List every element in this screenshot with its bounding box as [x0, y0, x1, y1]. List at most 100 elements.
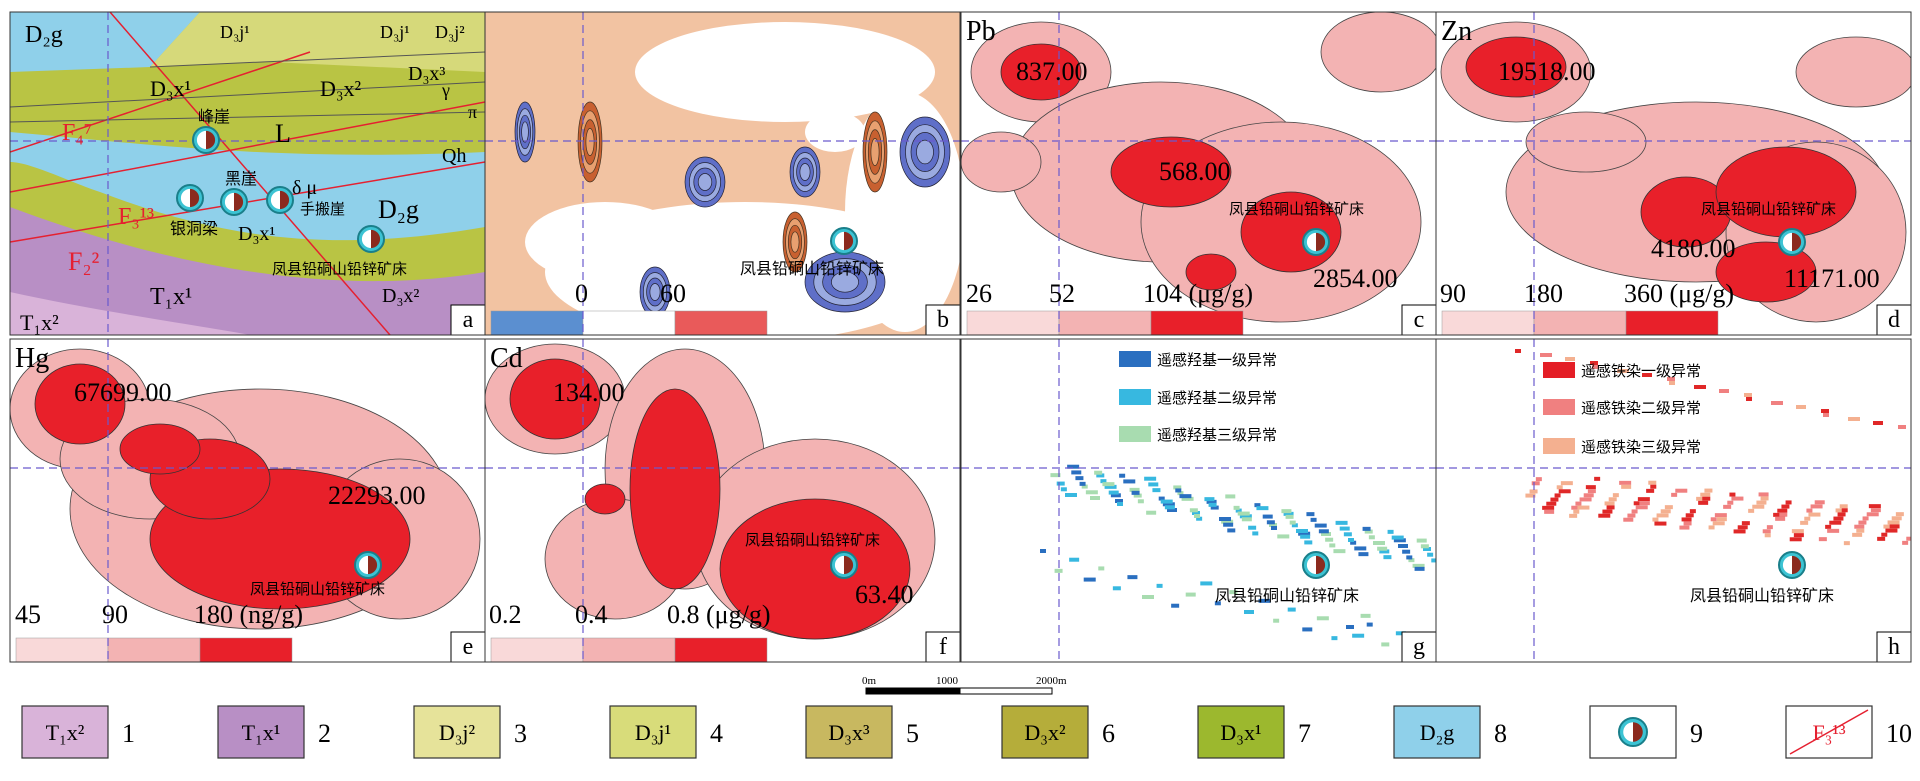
rs-anomaly-pixel — [1756, 500, 1767, 505]
rs-anomaly-pixel — [1137, 499, 1144, 504]
panel-body: 0 60 凤县铅硐山铅锌矿床 — [485, 12, 960, 335]
rs-anomaly-pixel — [1654, 521, 1667, 526]
scale-bar-segment — [582, 637, 676, 662]
map-label: 0.2 — [489, 600, 522, 629]
rs-anomaly-pixel — [1627, 513, 1636, 518]
rs-anomaly-pixel — [1339, 526, 1350, 531]
rs-anomaly-pixel — [1733, 529, 1746, 534]
rs-anomaly-pixel — [1565, 357, 1575, 361]
map-label: 26 — [966, 279, 992, 308]
unit-d3j — [150, 12, 485, 72]
rs-anomaly-pixel — [1621, 484, 1632, 489]
rs-anomaly-pixel — [1556, 485, 1563, 490]
scale-bar-segment — [1150, 310, 1244, 335]
mine-symbol-half — [368, 555, 378, 575]
rs-anomaly-pixel — [1318, 529, 1329, 534]
rs-anomaly-pixel — [1271, 526, 1277, 530]
rs-anomaly-pixel — [1085, 490, 1098, 495]
legend-box — [413, 705, 501, 759]
rs-anomaly-pixel — [1843, 541, 1850, 546]
rs-anomaly-pixel — [1525, 493, 1536, 498]
unit-d2g-top — [10, 12, 200, 72]
scale-bar-segment — [966, 310, 1060, 335]
map-label: 峰崖 — [198, 107, 230, 126]
rs-anomaly-pixel — [1160, 499, 1173, 504]
mine-symbol-left — [361, 229, 371, 249]
rs-anomaly-pixel — [1669, 381, 1675, 385]
rs-anomaly-pixel — [1148, 482, 1159, 487]
rs-anomaly-pixel — [1685, 513, 1694, 518]
anomaly-zone-1 — [119, 423, 201, 475]
rs-anomaly-pixel — [1592, 365, 1598, 369]
rs-anomaly-pixel — [1631, 509, 1638, 514]
legend-number: 7 — [1298, 719, 1311, 748]
rs-anomaly-pixel — [1269, 523, 1277, 527]
rs-anomaly-pixel — [1054, 568, 1063, 573]
mine-symbol-half — [844, 231, 854, 251]
rs-anomaly-pixel — [1571, 505, 1580, 510]
rs-anomaly-pixel — [1173, 485, 1182, 490]
mine-symbol-half — [1633, 722, 1643, 742]
legend-number: 1 — [122, 719, 135, 748]
rs-anomaly-pixel — [1100, 479, 1107, 484]
rs-anomaly-pixel — [1639, 501, 1650, 506]
mine-symbol-left — [1782, 555, 1792, 575]
rs-anomaly-pixel — [1090, 496, 1100, 500]
scale-bar-segment — [582, 310, 676, 335]
mine-symbol-half — [371, 229, 381, 249]
rs-anomaly-pixel — [1298, 531, 1311, 536]
rs-anomaly-pixel — [1366, 622, 1373, 627]
map-panel: Pb 837.00 568.00 凤县铅硐山铅锌矿床 2854.00 26 52 104 (μ… — [960, 11, 1437, 336]
mine-symbol-half — [1316, 232, 1326, 252]
rs-anomaly-pixel — [1239, 514, 1252, 519]
map-label: 104 (μg/g) — [1143, 279, 1253, 308]
anomaly-zone-2 — [1320, 12, 1436, 93]
rs-anomaly-pixel — [1806, 508, 1813, 513]
map-label: Zn — [1441, 16, 1472, 47]
map-label: F₃¹³ — [118, 204, 154, 230]
rs-anomaly-pixel — [1825, 524, 1832, 529]
scale-bar-segment — [15, 637, 109, 662]
rs-anomaly-pixel — [1823, 413, 1829, 417]
rs-anomaly-pixel — [1083, 577, 1096, 582]
legend-symbol: D₃x² — [1024, 720, 1066, 745]
rs-anomaly-pixel — [1060, 487, 1067, 492]
rs-anomaly-pixel — [1762, 529, 1771, 534]
legend-number: 8 — [1494, 719, 1507, 748]
rs-anomaly-pixel — [1350, 540, 1357, 545]
rs-anomaly-pixel — [1179, 494, 1192, 499]
rs-anomaly-pixel — [1194, 514, 1200, 518]
legend-box — [1393, 705, 1481, 759]
rs-anomaly-pixel — [1906, 536, 1911, 541]
rs-anomaly-pixel — [1612, 493, 1619, 498]
rs-anomaly-pixel — [1346, 625, 1354, 629]
map-label: 0.8 (μg/g) — [667, 600, 770, 629]
rs-anomaly-pixel — [1277, 534, 1290, 539]
mine-symbol-half — [206, 130, 216, 150]
rs-bg — [961, 339, 1436, 662]
rs-anomaly-pixel — [1283, 511, 1294, 516]
rs-anomaly-pixel — [1133, 493, 1142, 498]
rs-anomaly-pixel — [1287, 607, 1296, 612]
rs-anomaly-pixel — [1818, 537, 1827, 542]
legend-number: 5 — [906, 719, 919, 748]
map-label: 凤县铅硐山铅锌矿床 — [272, 260, 407, 278]
mine-symbol-left — [358, 555, 368, 575]
map-label: 837.00 — [1016, 57, 1088, 86]
rs-anomaly-pixel — [1152, 488, 1161, 493]
rs-anomaly-pixel — [1594, 476, 1601, 481]
scale-bar-segment — [199, 637, 293, 662]
rs-anomaly-pixel — [1881, 532, 1888, 537]
rs-anomaly-pixel — [1040, 549, 1046, 553]
rs-anomaly-pixel — [1650, 484, 1657, 489]
rs-anomaly-pixel — [1883, 524, 1890, 529]
rs-anomaly-pixel — [1321, 532, 1331, 536]
map-label: 凤县铅硐山铅锌矿床 — [1229, 200, 1364, 218]
legend-symbol: T₁x¹ — [242, 720, 281, 745]
legend-symbol: D₃x¹ — [1220, 720, 1261, 745]
map-label: 凤县铅硐山铅锌矿床 — [250, 580, 385, 598]
rs-bg — [1436, 339, 1911, 662]
rs-anomaly-pixel — [1633, 501, 1640, 506]
